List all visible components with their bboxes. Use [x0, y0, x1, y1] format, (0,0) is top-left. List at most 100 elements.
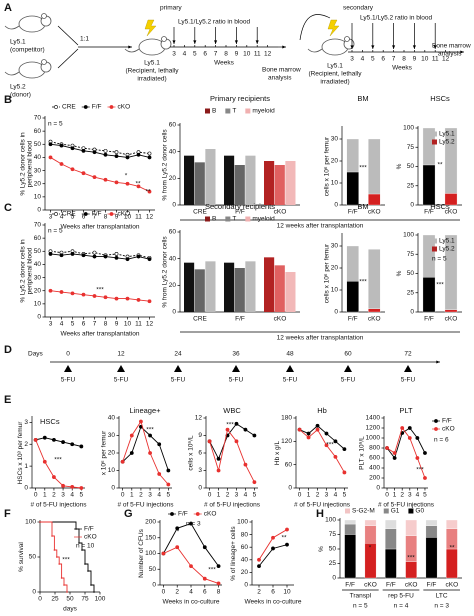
- y-tick-label: 0: [332, 575, 336, 582]
- label: 8: [224, 51, 228, 58]
- bar-segment: [422, 277, 436, 313]
- data-point: [243, 462, 248, 467]
- x-axis-label: # of 5-FU injections: [378, 502, 435, 509]
- label: 5-FU: [229, 377, 244, 384]
- y-tick-label: 12: [195, 415, 203, 422]
- x-axis-label: Weeks after transplantation: [60, 331, 139, 338]
- panel-label: E: [4, 394, 11, 406]
- y-axis-label: % of lineage+ cells: [230, 526, 237, 581]
- significance: ***: [359, 165, 367, 172]
- data-point: [306, 435, 311, 440]
- legend-label: F/F: [92, 211, 102, 218]
- x-tick-label: 5: [167, 492, 171, 499]
- data-point: [81, 148, 86, 153]
- label: 11: [432, 56, 439, 63]
- significance: ***: [436, 282, 444, 289]
- data-point: [161, 551, 166, 556]
- label: Days: [28, 351, 44, 358]
- data-point: [120, 459, 125, 464]
- data-point: [136, 152, 141, 157]
- x-tick-label: 4: [70, 492, 74, 499]
- y-tick-label: 60: [241, 544, 249, 551]
- y-tick-label: 0: [37, 207, 41, 214]
- x-tick-label: 2: [175, 589, 179, 596]
- survival-step: [84, 563, 86, 565]
- data-point: [125, 181, 130, 186]
- x-tick-label: 0: [121, 492, 125, 499]
- data-point: [189, 521, 193, 526]
- y-tick-label: 20: [169, 282, 177, 289]
- data-point: [257, 557, 261, 562]
- legend-swatch: [205, 108, 210, 114]
- mouse-ear: [41, 13, 47, 19]
- y-tick-label: 30: [108, 432, 116, 439]
- y-tick-label: 60: [34, 235, 42, 242]
- injection-marker: [117, 365, 125, 372]
- data-point: [70, 485, 75, 489]
- legend-label: Ly5.2: [439, 246, 455, 253]
- data-point: [148, 433, 152, 438]
- y-tick-label: 0: [334, 202, 338, 209]
- y-tick-label: 0: [376, 485, 380, 492]
- bar: [285, 272, 296, 312]
- label: irradiated): [137, 76, 166, 83]
- legend-label: F/F: [442, 418, 452, 425]
- x-axis-label: days: [63, 606, 77, 613]
- label: 12: [117, 351, 125, 358]
- label: 5: [193, 51, 197, 58]
- bar-segment: [344, 534, 356, 579]
- legend-marker: [83, 212, 88, 216]
- x-tick-label: 3: [148, 492, 152, 499]
- y-tick-label: 600: [369, 455, 380, 462]
- legend-marker: [434, 427, 438, 431]
- stage-label: primary: [160, 5, 182, 12]
- bar-segment: [422, 127, 436, 166]
- survival-step: [39, 521, 41, 523]
- data-point: [342, 447, 347, 452]
- y-tick-label: 75: [407, 251, 415, 258]
- y-axis-label: x 10⁶ per femur: [101, 430, 108, 475]
- label: 6: [203, 51, 207, 58]
- label: Ly5.1: [144, 60, 160, 67]
- series-line: [299, 428, 345, 473]
- data-point: [333, 454, 338, 459]
- significance: ***: [407, 555, 415, 562]
- data-point: [103, 152, 108, 157]
- sample-size: n = 6: [434, 437, 449, 444]
- legend-swatch: [383, 508, 389, 514]
- survival-step: [63, 584, 65, 586]
- x-tick-label: 10: [283, 589, 291, 596]
- data-point: [92, 250, 97, 255]
- x-tick-label: 1: [130, 492, 134, 499]
- legend-swatch: [345, 508, 350, 514]
- x-tick-label: 0: [208, 492, 212, 499]
- data-point: [92, 294, 97, 298]
- y-tick-label: 1: [24, 463, 28, 470]
- data-point: [79, 486, 84, 490]
- arrow-head: [392, 45, 396, 49]
- x-axis-label: # of 5-FU injections: [118, 502, 175, 509]
- data-point: [392, 456, 397, 460]
- data-point: [59, 162, 64, 166]
- legend-label: B: [212, 108, 216, 115]
- y-tick-label: 40: [241, 557, 249, 564]
- y-tick-label: 20: [169, 175, 177, 182]
- mouse-tail: [4, 71, 20, 76]
- data-point: [114, 296, 119, 301]
- x-tick-label: 1: [217, 492, 221, 499]
- significance: **: [135, 181, 141, 188]
- arrow-head: [412, 45, 416, 49]
- bar-segment: [344, 519, 356, 525]
- x-tick-label: 8: [104, 321, 108, 328]
- data-point: [315, 427, 320, 432]
- significance: ***: [62, 557, 70, 564]
- significance: ***: [146, 427, 154, 434]
- y-axis-label: cells x 10⁶ per femur: [324, 243, 331, 303]
- x-tick-label: 5: [343, 492, 347, 499]
- legend-marker: [109, 212, 114, 216]
- y-tick-label: 200: [145, 519, 156, 526]
- legend-swatch: [245, 216, 251, 222]
- x-tick-label: 3: [408, 492, 412, 499]
- arrow-head: [371, 45, 375, 49]
- y-tick-label: 80: [241, 531, 249, 538]
